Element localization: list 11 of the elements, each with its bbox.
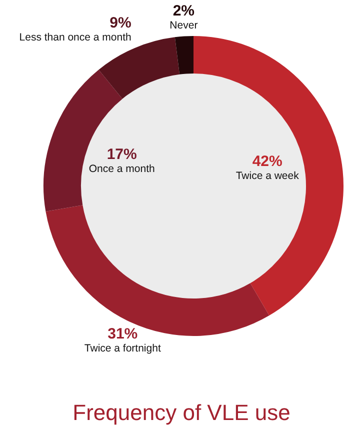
slice-label: Never	[170, 19, 198, 32]
slice-label: Once a month	[88, 163, 155, 176]
data-label: 2%	[172, 2, 195, 20]
data-label: 31%	[108, 325, 138, 342]
data-label: 42%	[252, 153, 282, 170]
text: Frequency of VLE use	[72, 400, 290, 425]
slice-label: Less than once a month	[19, 32, 132, 44]
data-label: 9%	[110, 14, 132, 32]
data-label: 17%	[106, 146, 137, 164]
slice-label: Twice a week	[236, 170, 300, 182]
slice-label: Twice a fortnight	[84, 342, 161, 354]
